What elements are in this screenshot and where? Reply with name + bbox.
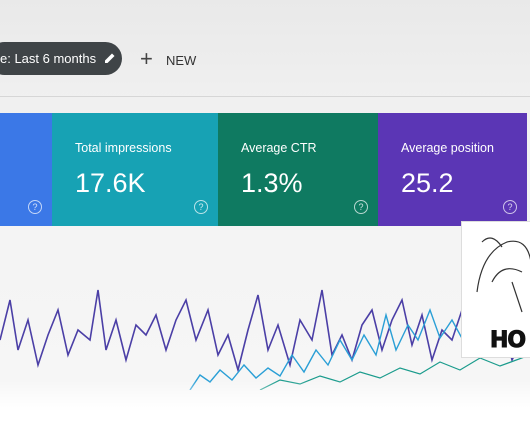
position-card[interactable]: Average position 25.2 ?: [378, 113, 527, 226]
help-icon: ?: [28, 200, 42, 214]
line-chart: [0, 289, 530, 390]
new-button[interactable]: NEW: [166, 53, 197, 68]
impressions-card[interactable]: Total impressions 17.6K ?: [52, 113, 218, 226]
chip-text: e: Last 6 months: [0, 51, 97, 66]
bottom-fade: [0, 380, 530, 442]
meme-drawing: [476, 237, 530, 313]
clicks-card[interactable]: ?: [0, 113, 52, 226]
card-value: 25.2: [401, 168, 454, 198]
help-icon: ?: [503, 200, 517, 214]
card-label: Average position: [401, 141, 494, 155]
meme-overlay: HO: [461, 221, 530, 358]
ctr-card[interactable]: Average CTR 1.3% ?: [218, 113, 378, 226]
position-line: [0, 289, 530, 374]
help-icon: ?: [354, 200, 368, 214]
help-icon: ?: [194, 200, 208, 214]
meme-caption: HO: [489, 328, 526, 354]
card-label: Average CTR: [241, 141, 317, 155]
divider: [0, 96, 530, 97]
edit-icon: [104, 53, 115, 63]
card-value: 1.3%: [241, 168, 303, 198]
card-label: Total impressions: [75, 141, 172, 155]
card-value: 17.6K: [75, 168, 146, 198]
date-filter-chip[interactable]: e: Last 6 months: [0, 42, 122, 75]
plus-icon: +: [140, 46, 153, 71]
